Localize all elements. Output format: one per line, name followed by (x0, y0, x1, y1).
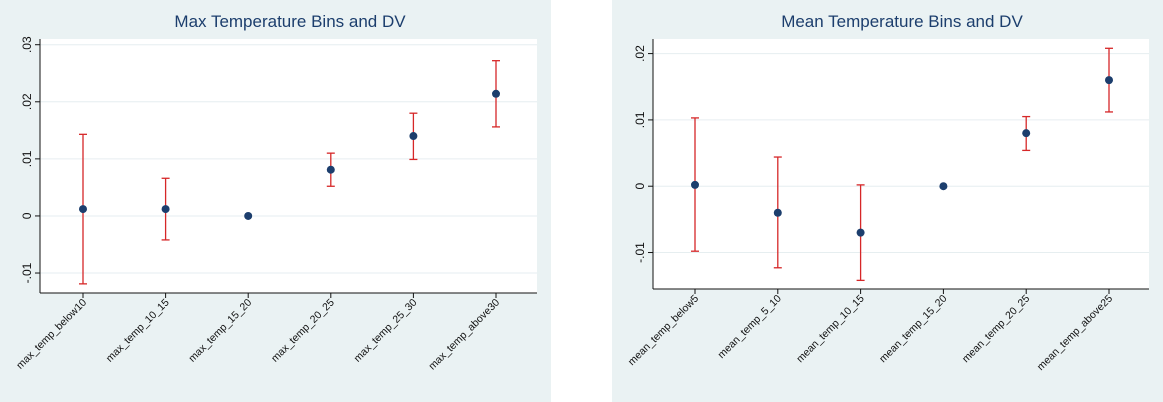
mean-temp-data-point (856, 228, 865, 237)
max-temp-y-tick-label: .02 (20, 93, 34, 110)
max-temp-y-tick-label: .01 (20, 150, 34, 167)
mean-temp-y-tick-label: -.01 (633, 242, 647, 263)
mean-temp-y-tick-label: .02 (633, 45, 647, 62)
mean-temp-y-tick-label: 0 (633, 183, 647, 190)
max-temp-chart-title: Max Temperature Bins and DV (174, 12, 406, 31)
max-temp-data-point (326, 165, 335, 174)
mean-temp-data-point (773, 208, 782, 217)
max-temp-data-point (492, 89, 500, 98)
mean-temp-data-point (1105, 76, 1113, 85)
mean-temp-y-tick-label: .01 (633, 111, 647, 128)
max-temp-y-tick-label: .03 (20, 36, 34, 53)
max-temp-plot-area (40, 39, 537, 293)
max-temp-y-tick-label: -.01 (20, 262, 34, 283)
mean-temp-data-point (939, 182, 948, 191)
mean-temp-data-point (691, 180, 699, 189)
mean-temp-chart-panel: Mean Temperature Bins and DV -.01 0.01.02 m… (612, 0, 1163, 402)
max-temp-chart-panel: Max Temperature Bins and DV -.01 0 .01 .02 .0… (0, 0, 551, 402)
max-temp-data-point (79, 205, 87, 214)
mean-temp-data-point (1022, 129, 1031, 138)
mean-temp-plot-area (653, 39, 1149, 289)
max-temp-data-point (244, 211, 253, 220)
max-temp-data-point (161, 205, 170, 214)
max-temp-y-tick-label: 0 (20, 212, 34, 219)
mean-temp-chart: Mean Temperature Bins and DV-.010.01.02m… (612, 0, 1163, 402)
max-temp-chart: Max Temperature Bins and DV -.01 0 .01 .02 .0… (0, 0, 551, 402)
max-temp-data-point (409, 132, 418, 141)
mean-temp-chart-title: Mean Temperature Bins and DV (781, 12, 1023, 31)
